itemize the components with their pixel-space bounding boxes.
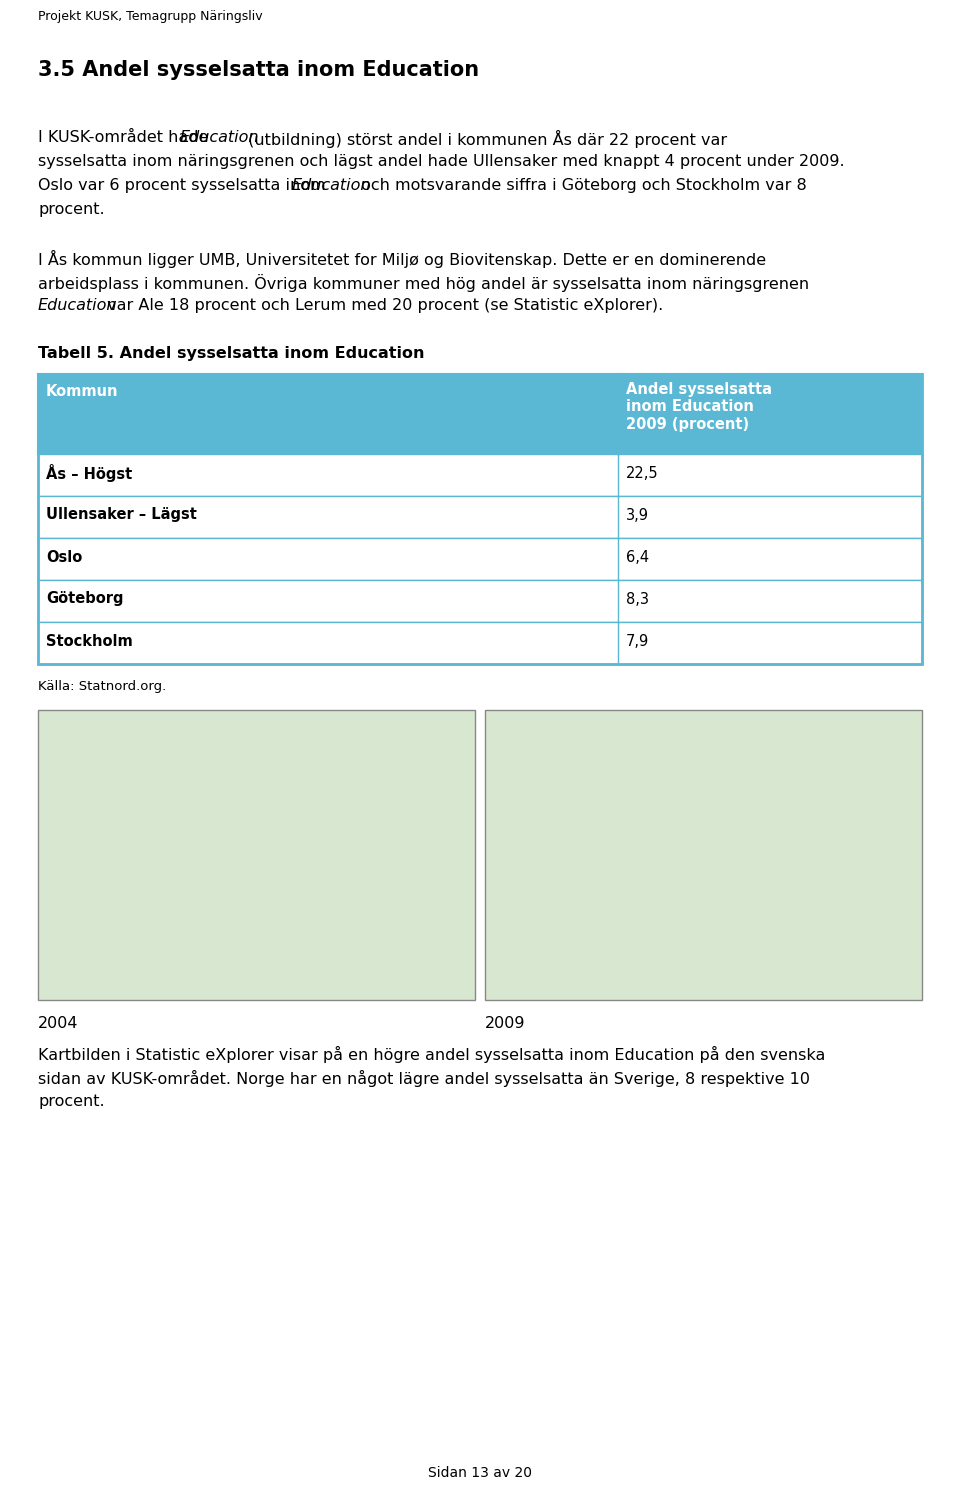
Bar xyxy=(485,710,922,1000)
Text: procent.: procent. xyxy=(38,202,105,217)
Text: I Ås kommun ligger UMB, Universitetet for Miljø og Biovitenskap. Dette er en dom: I Ås kommun ligger UMB, Universitetet fo… xyxy=(38,251,766,267)
Text: Oslo var 6 procent sysselsatta inom: Oslo var 6 procent sysselsatta inom xyxy=(38,178,331,193)
Text: Kommun: Kommun xyxy=(46,384,118,399)
Text: 6,4: 6,4 xyxy=(626,550,649,565)
Text: Ås – Högst: Ås – Högst xyxy=(46,464,132,482)
Text: Education: Education xyxy=(180,130,258,145)
Text: Projekt KUSK, Temagrupp Näringsliv: Projekt KUSK, Temagrupp Näringsliv xyxy=(38,11,263,23)
Text: Kartbilden i Statistic eXplorer visar på en högre andel sysselsatta inom Educati: Kartbilden i Statistic eXplorer visar på… xyxy=(38,1046,826,1063)
Text: (utbildning) störst andel i kommunen Ås där 22 procent var: (utbildning) störst andel i kommunen Ås … xyxy=(243,130,727,148)
Text: Stockholm: Stockholm xyxy=(46,634,132,648)
Bar xyxy=(38,538,922,580)
Text: Tabell 5. Andel sysselsatta inom Education: Tabell 5. Andel sysselsatta inom Educati… xyxy=(38,346,424,361)
Text: 7,9: 7,9 xyxy=(626,634,649,648)
Text: arbeidsplass i kommunen. Övriga kommuner med hög andel är sysselsatta inom närin: arbeidsplass i kommunen. Övriga kommuner… xyxy=(38,273,809,291)
Text: I KUSK-området hade: I KUSK-området hade xyxy=(38,130,213,145)
Bar xyxy=(38,374,922,455)
Text: Göteborg: Göteborg xyxy=(46,592,124,607)
Bar xyxy=(38,374,922,664)
Text: 2009: 2009 xyxy=(485,1016,525,1031)
Text: Oslo: Oslo xyxy=(46,550,83,565)
Bar xyxy=(38,455,922,495)
Text: Education: Education xyxy=(292,178,372,193)
Bar xyxy=(38,580,922,622)
Text: och motsvarande siffra i Göteborg och Stockholm var 8: och motsvarande siffra i Göteborg och St… xyxy=(355,178,806,193)
Text: var Ale 18 procent och Lerum med 20 procent (se Statistic eXplorer).: var Ale 18 procent och Lerum med 20 proc… xyxy=(102,297,662,313)
Text: 2004: 2004 xyxy=(38,1016,79,1031)
Text: Education: Education xyxy=(38,297,117,313)
Bar xyxy=(38,622,922,664)
Bar xyxy=(38,710,475,1000)
Bar xyxy=(38,495,922,538)
Text: Andel sysselsatta
inom Education
2009 (procent): Andel sysselsatta inom Education 2009 (p… xyxy=(626,382,772,432)
Text: Ullensaker – Lägst: Ullensaker – Lägst xyxy=(46,507,197,522)
Text: 8,3: 8,3 xyxy=(626,592,649,607)
Text: procent.: procent. xyxy=(38,1095,105,1108)
Text: Sidan 13 av 20: Sidan 13 av 20 xyxy=(428,1466,532,1480)
Text: Källa: Statnord.org.: Källa: Statnord.org. xyxy=(38,680,166,693)
Text: sidan av KUSK-området. Norge har en något lägre andel sysselsatta än Sverige, 8 : sidan av KUSK-området. Norge har en någo… xyxy=(38,1071,810,1087)
Text: 3,9: 3,9 xyxy=(626,507,649,522)
Text: 3.5 Andel sysselsatta inom Education: 3.5 Andel sysselsatta inom Education xyxy=(38,60,479,80)
Text: sysselsatta inom näringsgrenen och lägst andel hade Ullensaker med knappt 4 proc: sysselsatta inom näringsgrenen och lägst… xyxy=(38,154,845,169)
Text: 22,5: 22,5 xyxy=(626,465,659,480)
